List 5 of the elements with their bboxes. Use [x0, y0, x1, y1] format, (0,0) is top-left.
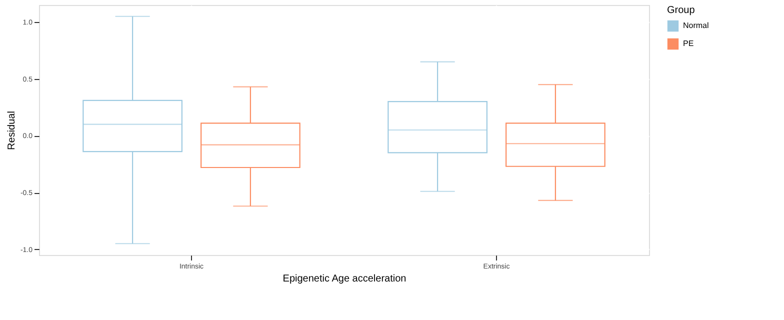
- legend-label: Normal: [683, 21, 710, 30]
- legend-title: Group: [667, 5, 696, 16]
- y-axis-title: Residual: [6, 111, 18, 150]
- x-axis-title: Epigenetic Age acceleration: [282, 274, 406, 284]
- legend-label: PE: [683, 39, 694, 48]
